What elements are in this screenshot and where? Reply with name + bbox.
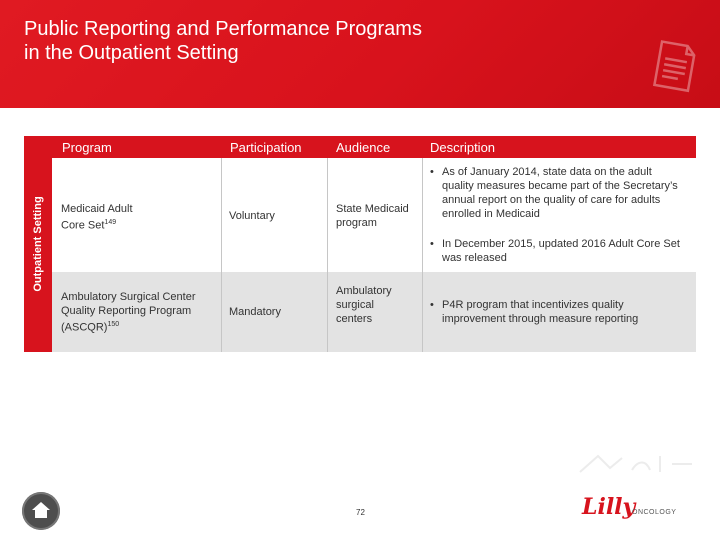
program-cell: Medicaid Adult Core Set149: [61, 202, 211, 233]
audience-line: program: [336, 217, 377, 229]
column-divider: [422, 272, 423, 352]
header-program: Program: [62, 140, 112, 155]
program-cell: Ambulatory Surgical Center Quality Repor…: [61, 290, 219, 335]
header-participation: Participation: [230, 140, 302, 155]
lilly-oncology-logo: Lilly ONCOLOGY: [582, 494, 677, 524]
description-bullet: As of January 2014, state data on the ad…: [428, 165, 680, 221]
participation-cell: Mandatory: [229, 306, 281, 318]
title-line-2: in the Outpatient Setting: [24, 42, 239, 64]
watermark-icon: [579, 454, 692, 473]
program-name-line: Core Set: [61, 219, 105, 232]
audience-line: surgical: [336, 299, 374, 311]
program-name-line: Medicaid Adult: [61, 203, 133, 215]
column-divider: [327, 272, 328, 352]
program-name-line: Ambulatory Surgical Center: [61, 291, 196, 303]
table-row: Ambulatory Surgical Center Quality Repor…: [52, 272, 696, 352]
table-header-row: Program Participation Audience Descripti…: [52, 136, 696, 158]
column-divider: [327, 158, 328, 272]
logo-wordmark: Lilly: [582, 494, 636, 520]
page-number: 72: [356, 508, 365, 517]
audience-cell: Ambulatory surgical centers: [336, 284, 418, 326]
slide-title: Public Reporting and Performance Program…: [24, 17, 422, 65]
title-banner: Public Reporting and Performance Program…: [0, 0, 720, 108]
audience-line: centers: [336, 313, 373, 325]
column-divider: [221, 272, 222, 352]
description-list: As of January 2014, state data on the ad…: [428, 165, 680, 265]
program-name-line: Quality Reporting Program: [61, 305, 192, 317]
description-bullet: In December 2015, updated 2016 Adult Cor…: [428, 237, 680, 265]
column-divider: [221, 158, 222, 272]
table-row: Medicaid Adult Core Set149 Voluntary Sta…: [52, 158, 696, 272]
home-icon: [32, 502, 50, 518]
description-list: P4R program that incentivizes quality im…: [428, 298, 680, 326]
column-divider: [422, 158, 423, 272]
description-bullet: P4R program that incentivizes quality im…: [428, 298, 680, 326]
document-icon: [652, 40, 696, 93]
title-line-1: Public Reporting and Performance Program…: [24, 18, 422, 40]
side-bar: [24, 136, 52, 352]
audience-line: Ambulatory: [336, 285, 392, 297]
participation-cell: Voluntary: [229, 210, 275, 222]
logo-subtitle: ONCOLOGY: [632, 509, 677, 516]
header-audience: Audience: [336, 140, 391, 155]
program-name-line: (ASCQR): [61, 321, 108, 334]
reference-number: 150: [107, 321, 120, 328]
programs-table: Program Participation Audience Descripti…: [52, 136, 696, 352]
reference-number: 149: [104, 219, 117, 226]
audience-line: State Medicaid: [336, 203, 409, 215]
home-button[interactable]: [22, 492, 60, 530]
header-description: Description: [430, 140, 496, 155]
side-label: Outpatient Setting: [32, 196, 44, 292]
audience-cell: State Medicaid program: [336, 202, 418, 230]
